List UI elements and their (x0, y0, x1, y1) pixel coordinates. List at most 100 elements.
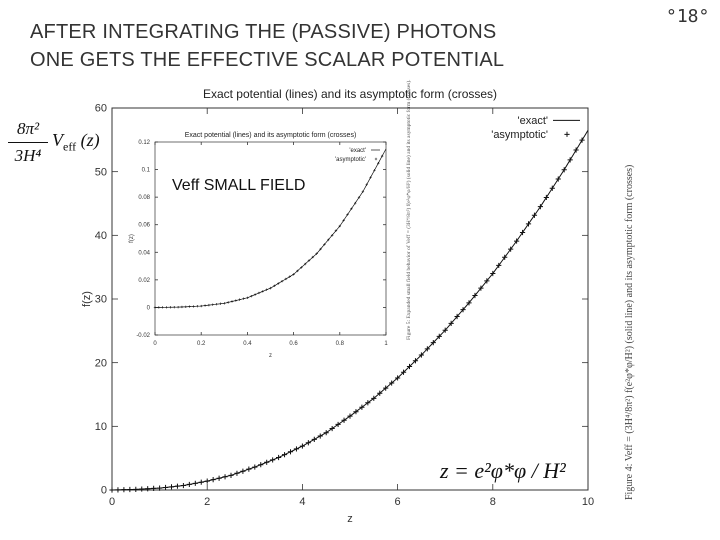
inset-series-asymptotic-point (361, 190, 365, 193)
veff-prefactor-numerator: 8π² (16, 119, 40, 138)
inset-series-asymptotic-point (242, 297, 245, 300)
inset-series-asymptotic-point (203, 304, 207, 307)
main-series-asymptotic-point (496, 262, 502, 269)
main-series-asymptotic-point (281, 452, 288, 458)
main-series-asymptotic-point (502, 254, 508, 260)
inset-series-asymptotic-point (300, 266, 303, 269)
main-series-asymptotic-point (555, 176, 561, 182)
inset-series-asymptotic-point (311, 255, 315, 259)
main-series-asymptotic-point (531, 212, 538, 218)
inset-series-asymptotic-point (354, 201, 357, 205)
main-series-asymptotic-point (383, 385, 389, 391)
main-series-asymptotic-point (270, 457, 276, 463)
main-series-asymptotic-point (472, 292, 478, 299)
veff-prefactor: 8π² 3H⁴ (6, 118, 50, 167)
main-y-tick-label: 30 (95, 294, 107, 306)
inset-series-asymptotic-point (373, 169, 376, 172)
inset-series-asymptotic-point (196, 305, 199, 308)
veff-symbol: V (52, 130, 63, 150)
inset-series-asymptotic-point (165, 306, 168, 309)
main-series-asymptotic-point (133, 486, 139, 492)
main-series-asymptotic-point (192, 480, 198, 486)
main-series-asymptotic-point (347, 413, 353, 419)
main-series-asymptotic-point (406, 363, 413, 370)
inset-series-asymptotic-point (253, 293, 257, 296)
main-series-asymptotic-point (466, 300, 472, 306)
page-number: °18° (666, 6, 710, 27)
main-series-asymptotic-point (157, 485, 163, 491)
inset-series-asymptotic-point (169, 306, 172, 309)
veff-prefactor-denominator: 3H⁴ (14, 146, 42, 165)
main-series-asymptotic-point (311, 436, 317, 442)
z-formula: z = e²φ*φ / H² (439, 458, 566, 483)
inset-x-tick-label: 0.2 (197, 341, 206, 347)
inset-series-asymptotic-point (269, 286, 272, 290)
inset-series-asymptotic-point (223, 302, 226, 305)
main-series-asymptotic-point (341, 417, 347, 423)
main-series-asymptotic-point (514, 238, 520, 244)
main-series-asymptotic-point (258, 462, 264, 468)
main-series-asymptotic-point (424, 346, 430, 352)
main-legend-swatch-asymptotic (564, 131, 570, 137)
inset-series-asymptotic-point (215, 303, 218, 306)
main-series-asymptotic-point (323, 430, 329, 436)
inset-series-asymptotic-point (219, 302, 222, 305)
inset-series-asymptotic-point (307, 259, 311, 262)
inset-x-axis-label: z (269, 353, 272, 359)
main-series-asymptotic-point (252, 464, 258, 470)
inset-series-asymptotic-point (226, 301, 230, 304)
inset-series-asymptotic-point (369, 176, 372, 179)
main-series-asymptotic-point (365, 400, 371, 406)
main-series-asymptotic-point (162, 484, 169, 491)
inset-series-asymptotic-point (284, 277, 288, 281)
main-series-asymptotic-point (109, 487, 115, 493)
inset-series-asymptotic-point (342, 219, 345, 222)
main-series-asymptotic-point (490, 270, 496, 277)
main-x-tick-label: 6 (395, 496, 401, 508)
main-series-asymptotic-point (246, 466, 252, 472)
inset-series-asymptotic-point (292, 273, 295, 276)
main-series-asymptotic-point (561, 167, 567, 173)
main-series-asymptotic-point (454, 313, 460, 320)
inset-x-tick-label: 0.6 (289, 341, 298, 347)
inset-y-tick-label: 0.1 (142, 168, 151, 174)
main-series-asymptotic-point (525, 221, 532, 227)
inset-series-asymptotic-point (288, 275, 291, 278)
main-series-asymptotic-point (174, 483, 181, 489)
main-series-asymptotic-point (145, 486, 151, 492)
inset-plot-frame (154, 141, 387, 336)
inset-series-asymptotic-point (238, 298, 241, 301)
main-series-asymptotic-point (234, 470, 240, 476)
main-x-tick-label: 4 (299, 496, 305, 508)
main-chart-title: Exact potential (lines) and its asymptot… (203, 87, 497, 101)
main-series-asymptotic-point (180, 482, 186, 489)
inset-series-asymptotic-point (265, 288, 268, 291)
main-x-tick-label: 10 (582, 496, 594, 508)
inset-chart: Exact potential (lines) and its asymptot… (129, 132, 388, 359)
figure-caption-inset: Figure 5: Expanded small field behavior … (405, 79, 412, 340)
main-series-asymptotic-point (299, 443, 305, 449)
veff-expression: Veff (z) (52, 130, 100, 155)
inset-y-tick-label: 0.08 (138, 195, 150, 201)
main-y-tick-label: 40 (95, 230, 107, 242)
main-series-asymptotic-point (478, 285, 484, 291)
main-series-asymptotic-point (549, 185, 555, 191)
inset-series-asymptotic-point (188, 305, 191, 308)
main-series-asymptotic-point (418, 352, 424, 358)
main-series-asymptotic-point (210, 477, 216, 483)
main-legend-label-asymptotic: 'asymptotic' (491, 129, 548, 141)
inset-chart-title: Exact potential (lines) and its asymptot… (185, 132, 357, 139)
slide-title-line-1: AFTER INTEGRATING THE (PASSIVE) PHOTONS (30, 21, 497, 43)
inset-series-asymptotic-point (330, 234, 334, 237)
main-x-tick-label: 2 (204, 496, 210, 508)
inset-x-tick-label: 0.4 (243, 341, 252, 347)
main-x-tick-label: 0 (109, 496, 115, 508)
inset-series-asymptotic-point (357, 196, 361, 199)
main-series-asymptotic-point (508, 246, 514, 252)
inset-series-asymptotic-point (338, 224, 341, 228)
main-series-asymptotic-point (287, 449, 294, 455)
main-y-tick-label: 0 (101, 485, 107, 497)
inset-series-asymptotic-point (234, 299, 238, 302)
fraction-bar (8, 142, 48, 143)
inset-y-tick-label: 0 (147, 305, 151, 311)
